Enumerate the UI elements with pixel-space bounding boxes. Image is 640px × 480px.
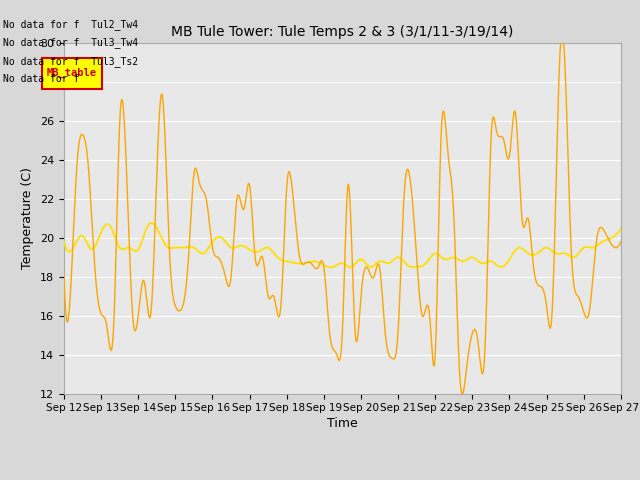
X-axis label: Time: Time: [327, 418, 358, 431]
Text: No data for f: No data for f: [3, 74, 79, 84]
Text: No data for f  Tul2_Tw4: No data for f Tul2_Tw4: [3, 19, 138, 30]
Y-axis label: Temperature (C): Temperature (C): [22, 168, 35, 269]
Text: No data for f  Tul3_Tw4: No data for f Tul3_Tw4: [3, 37, 138, 48]
Title: MB Tule Tower: Tule Temps 2 & 3 (3/1/11-3/19/14): MB Tule Tower: Tule Temps 2 & 3 (3/1/11-…: [172, 25, 513, 39]
Text: No data for f  Tul3_Ts2: No data for f Tul3_Ts2: [3, 56, 138, 67]
Text: MB_table: MB_table: [47, 68, 97, 78]
